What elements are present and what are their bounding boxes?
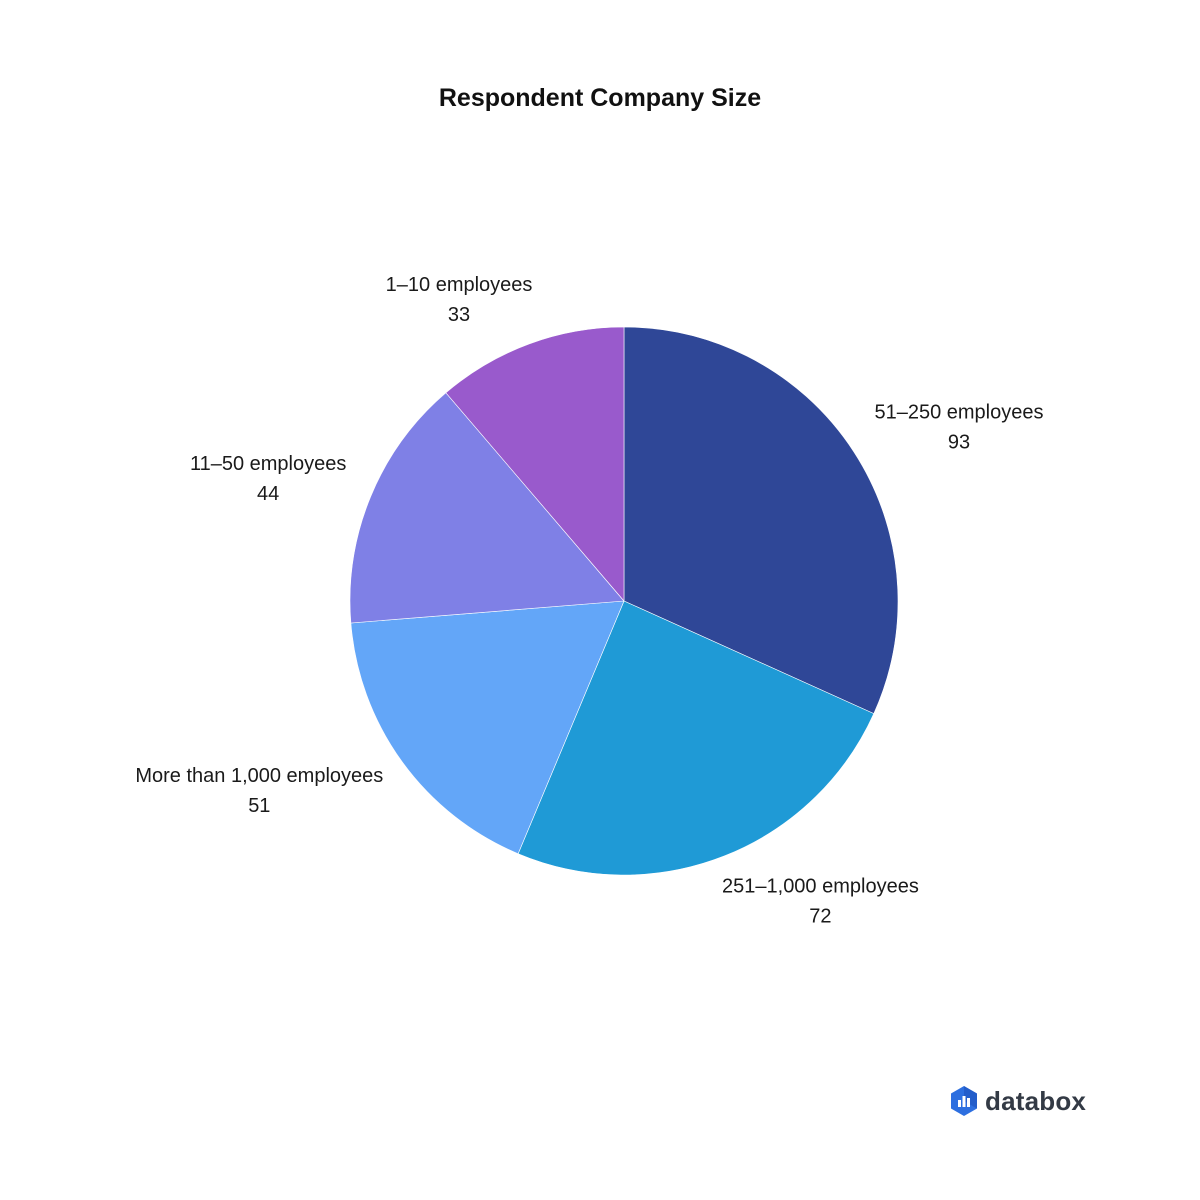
slice-label-1-10-employees: 1–10 employees [386, 274, 533, 296]
slice-value-1-10-employees: 33 [448, 304, 470, 326]
pie-labels: 51–250 employees 93 251–1,000 employees 72 M… [135, 274, 1043, 928]
slice-value-251-1-000-employees: 72 [809, 906, 831, 928]
slice-label-more-than-1-000-employees: More than 1,000 employees [135, 765, 383, 787]
databox-logo-icon [951, 1086, 977, 1116]
slice-value-11-50-employees: 44 [257, 483, 279, 505]
slice-label-251-1-000-employees: 251–1,000 employees [722, 876, 919, 898]
slice-value-51-250-employees: 93 [948, 431, 970, 453]
pie-slice-1-10-employees [445, 326, 625, 602]
databox-brand: databox [951, 1083, 1086, 1119]
slice-label-51-250-employees: 51–250 employees [874, 401, 1043, 423]
slice-label-11-50-employees: 11–50 employees [190, 453, 346, 475]
pie-slice-251-1-000-employees [517, 600, 875, 876]
pie-slice-more-than-1-000-employees [350, 600, 625, 855]
chart-title: Respondent Company Size [438, 84, 762, 112]
pie-slices [349, 326, 899, 876]
pie-slice-51-250-employees [623, 326, 899, 715]
brand-name: databox [985, 1085, 1087, 1116]
pie-slice-11-50-employees [349, 392, 625, 624]
slice-value-more-than-1-000-employees: 51 [248, 795, 270, 817]
